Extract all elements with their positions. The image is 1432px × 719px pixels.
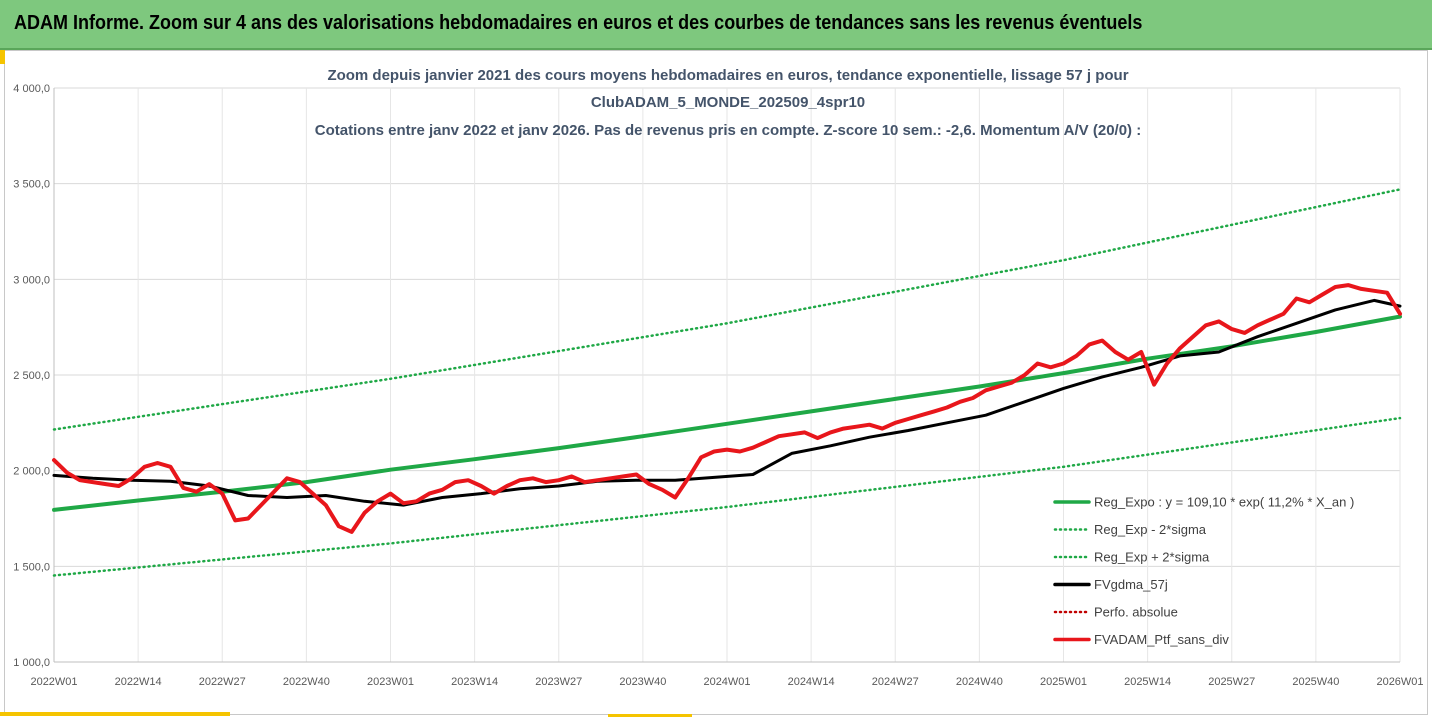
- y-tick-label: 3 000,0: [13, 274, 50, 286]
- series-line-reg_exp: [52, 188, 1402, 431]
- y-tick-label: 1 000,0: [13, 657, 50, 669]
- x-tick-label: 2022W27: [199, 676, 246, 688]
- chart-title-line: ClubADAM_5_MONDE_202509_4spr10: [591, 94, 865, 111]
- banner-title: ADAM Informe. Zoom sur 4 ans des valoris…: [14, 12, 1143, 34]
- chart-title-line: Cotations entre janv 2022 et janv 2026. …: [315, 122, 1141, 139]
- axes: 1 000,0 1 500,0 2 000,0 2 500,0 3 000,0 3 500…: [13, 83, 1423, 688]
- x-tick-label: 2022W01: [30, 676, 77, 688]
- series-line-fvadam_ptf_sans_div: [52, 283, 1402, 534]
- legend-label: Perfo. absolue: [1094, 605, 1178, 620]
- x-tick-label: 2023W01: [367, 676, 414, 688]
- x-tick-label: 2025W01: [1040, 676, 1087, 688]
- x-tick-label: 2025W27: [1208, 676, 1255, 688]
- x-tick-label: 2022W40: [283, 676, 330, 688]
- x-tick-label: 2026W01: [1376, 676, 1423, 688]
- x-tick-label: 2023W27: [535, 676, 582, 688]
- x-tick-label: 2023W40: [619, 676, 666, 688]
- corner-mark-bottom-mid: [608, 714, 692, 717]
- y-tick-label: 3 500,0: [13, 179, 50, 191]
- chart-title-line: Zoom depuis janvier 2021 des cours moyen…: [327, 67, 1128, 84]
- gridlines: [53, 87, 1401, 663]
- x-tick-label: 2025W14: [1124, 676, 1171, 688]
- x-tick-label: 2023W14: [451, 676, 498, 688]
- legend-label: Reg_Exp + 2*sigma: [1094, 550, 1210, 565]
- series-line-reg_exp: [52, 416, 1402, 577]
- x-tick-label: 2024W40: [956, 676, 1003, 688]
- legend: Reg_Expo : y = 109,10 * exp( 11,2% * X_a…: [1053, 495, 1354, 647]
- y-tick-label: 4 000,0: [13, 83, 50, 95]
- x-tick-label: 2024W01: [703, 676, 750, 688]
- x-tick-label: 2024W27: [872, 676, 919, 688]
- legend-label: Reg_Exp - 2*sigma: [1094, 522, 1207, 537]
- x-tick-label: 2024W14: [788, 676, 835, 688]
- legend-label: FVgdma_57j: [1094, 577, 1168, 592]
- series-line-fvgdma_57j: [52, 298, 1402, 507]
- title-banner: ADAM Informe. Zoom sur 4 ans des valoris…: [0, 0, 1432, 50]
- corner-mark-left: [0, 50, 5, 64]
- x-tick-label: 2025W40: [1292, 676, 1339, 688]
- x-tick-label: 2022W14: [115, 676, 162, 688]
- series-lines: [52, 188, 1402, 577]
- chart-frame: [4, 50, 1428, 715]
- legend-label: Reg_Expo : y = 109,10 * exp( 11,2% * X_a…: [1094, 495, 1354, 510]
- y-tick-label: 2 000,0: [13, 466, 50, 478]
- chart-title: Zoom depuis janvier 2021 des cours moyen…: [315, 67, 1141, 139]
- y-tick-label: 2 500,0: [13, 370, 50, 382]
- corner-mark-bottom-left: [0, 712, 230, 716]
- y-tick-label: 1 500,0: [13, 561, 50, 573]
- legend-label: FVADAM_Ptf_sans_div: [1094, 632, 1229, 647]
